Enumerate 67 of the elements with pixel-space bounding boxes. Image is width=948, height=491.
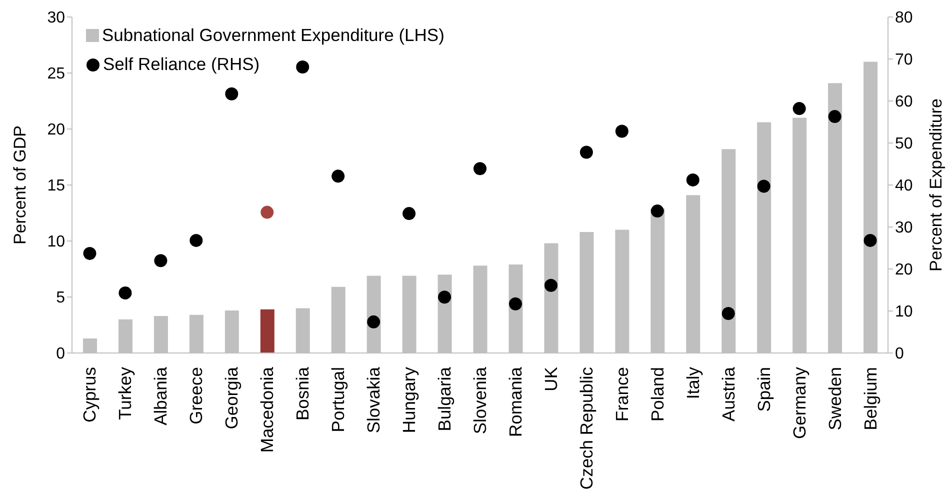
point	[260, 206, 274, 219]
x-tick-label: Spain	[754, 367, 774, 412]
point	[686, 173, 700, 186]
y2-tick-label: 40	[895, 178, 913, 195]
x-tick-label: Bosnia	[292, 366, 313, 421]
y2-tick-label: 80	[895, 10, 913, 27]
y2-tick-label: 50	[895, 136, 913, 153]
legend-label: Subnational Government Expenditure (LHS)	[102, 24, 444, 47]
x-tick-label: Italy	[682, 366, 703, 400]
x-tick-label: Cyprus	[80, 366, 100, 422]
x-tick-label: France	[612, 367, 632, 422]
point	[544, 278, 558, 292]
y-axis-title: Percent of GDP	[10, 125, 30, 245]
x-tick-label: Poland	[647, 367, 668, 422]
legend-label: Self Reliance (RHS)	[103, 53, 260, 76]
point	[332, 170, 345, 183]
point	[508, 297, 522, 310]
y-tick-label: 5	[56, 290, 66, 307]
x-tick-label: Slovenia	[470, 366, 490, 434]
point	[154, 254, 168, 268]
point	[828, 110, 842, 124]
y-tick-label: 10	[47, 234, 66, 251]
x-tick-label: Turkey	[115, 366, 136, 420]
point	[650, 204, 664, 218]
x-tick-label: Macedonia	[257, 366, 278, 453]
x-tick-label: Sweden	[824, 367, 845, 430]
point	[722, 307, 735, 320]
point	[615, 124, 628, 138]
y2-tick-label: 10	[895, 304, 913, 321]
y2-tick-label: 20	[895, 262, 913, 279]
y-tick-label: 25	[47, 66, 66, 83]
x-tick-label: Romania	[505, 366, 526, 438]
y2-tick-label: 30	[895, 220, 913, 237]
x-tick-label: Slovakia	[364, 366, 384, 434]
y-tick-label: 0	[56, 346, 66, 363]
point	[864, 234, 877, 247]
bar	[260, 309, 274, 353]
point	[296, 60, 310, 74]
x-tick-label: Greece	[186, 367, 206, 424]
point	[402, 207, 416, 220]
point	[367, 315, 380, 328]
y2-tick-label: 70	[895, 52, 913, 69]
x-tick-label: Portugal	[328, 367, 348, 432]
x-tick-label: Bulgaria	[434, 366, 455, 432]
y-tick-label: 30	[47, 10, 66, 27]
x-tick-label: Germany	[789, 366, 810, 439]
point	[792, 102, 806, 116]
point	[757, 180, 770, 193]
point	[118, 286, 132, 300]
y2-tick-label: 60	[895, 94, 913, 111]
point	[438, 290, 452, 304]
x-tick-label: Hungary	[399, 366, 420, 434]
x-tick-label: UK	[540, 366, 561, 392]
y2-tick-label: 0	[895, 346, 904, 363]
x-tick-label: Albania	[150, 366, 171, 426]
point	[190, 234, 203, 247]
y-tick-label: 15	[47, 178, 66, 195]
x-tick-label: Czech Republic	[576, 366, 596, 490]
y-tick-label: 20	[47, 122, 66, 139]
x-tick-label: Georgia	[222, 366, 242, 430]
point	[83, 246, 96, 260]
point	[225, 87, 238, 100]
point	[474, 162, 486, 176]
point	[580, 146, 593, 159]
x-tick-label: Belgium	[860, 367, 880, 430]
y2-axis-title: Percent of Expenditure	[926, 98, 946, 272]
x-tick-label: Austria	[718, 366, 738, 422]
